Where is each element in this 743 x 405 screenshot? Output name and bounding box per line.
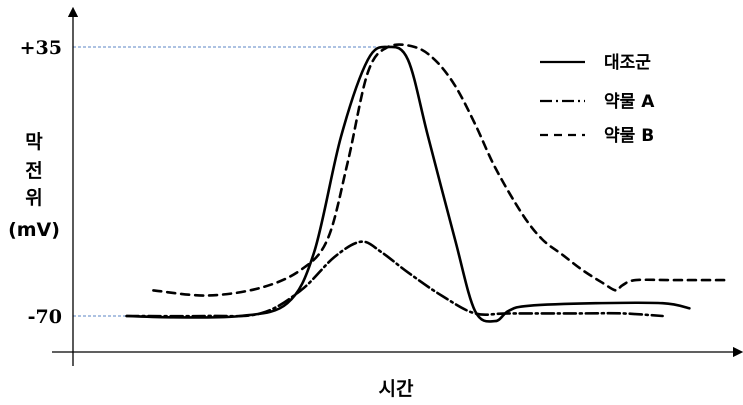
y-axis-title-line-3: 위 [25, 187, 42, 209]
y-axis-title-line-2: 전 [25, 160, 42, 182]
legend: 대조군 약물 A 약물 B [540, 53, 655, 146]
y-tick-label-1: -70 [28, 306, 62, 328]
legend-label-drug-b: 약물 B [604, 125, 654, 146]
series-line-2 [152, 43, 731, 297]
y-tick-labels: +35 -70 [20, 37, 62, 328]
reference-lines [73, 46, 388, 317]
y-axis-title-line-1: 막 [25, 131, 43, 153]
y-tick-label-0: +35 [20, 37, 62, 59]
legend-label-control: 대조군 [604, 53, 651, 73]
x-axis-title: 시간 [379, 378, 414, 400]
legend-label-drug-a: 약물 A [604, 91, 655, 112]
y-axis-title-line-4: (mV) [8, 219, 60, 241]
y-axis-title: 막 전 위 (mV) [8, 131, 60, 241]
series-layer [125, 43, 731, 323]
series-line-1 [125, 240, 664, 318]
series-line-0 [125, 45, 691, 323]
